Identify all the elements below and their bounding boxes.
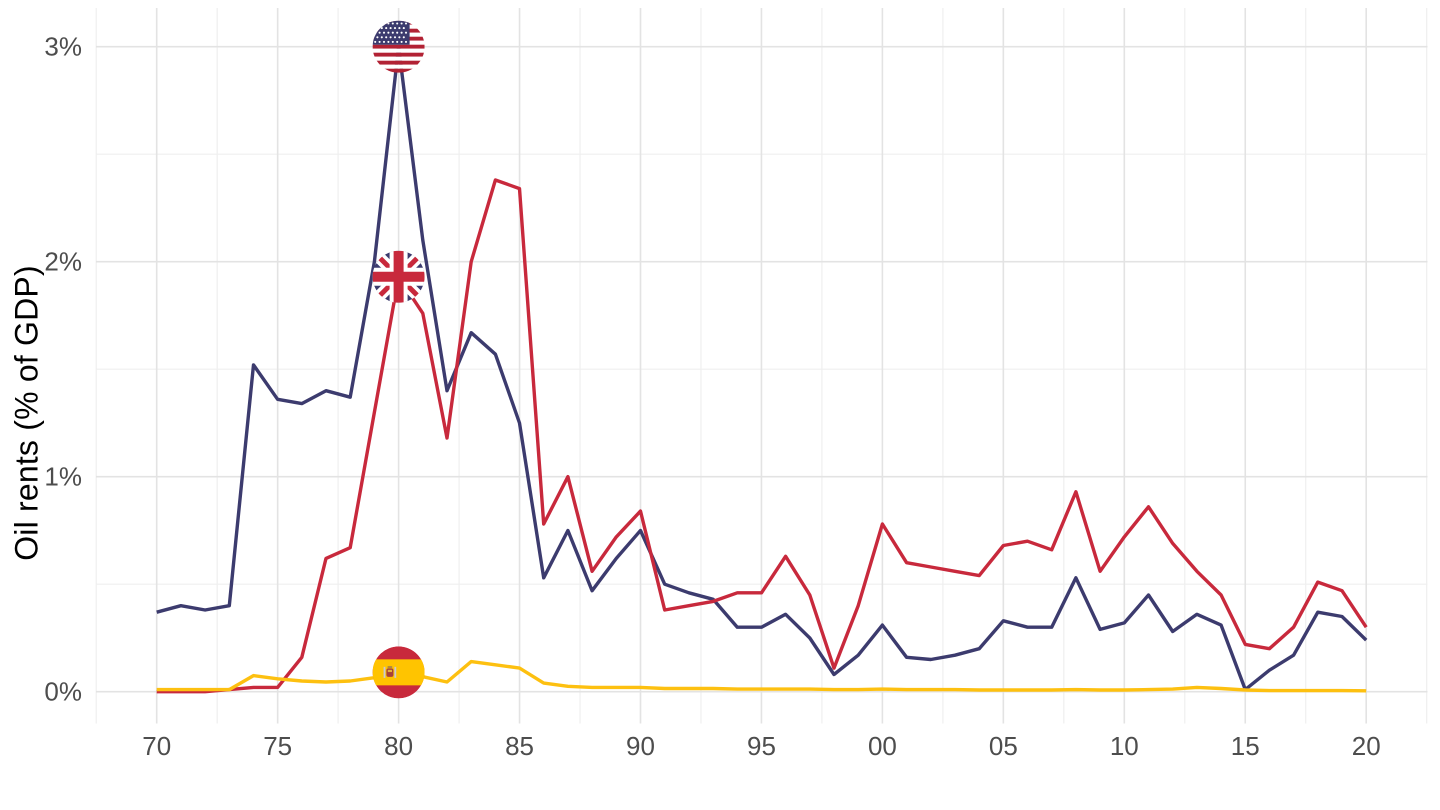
united-kingdom-line bbox=[156, 178, 1368, 694]
y-tick-label: 2% bbox=[44, 247, 82, 277]
uk-flag-icon bbox=[372, 250, 425, 303]
y-tick-label: 1% bbox=[44, 462, 82, 492]
united-states-line bbox=[156, 45, 1368, 692]
y-tick-label: 3% bbox=[44, 32, 82, 62]
spain-flag-icon bbox=[372, 646, 425, 699]
x-tick-label: 15 bbox=[1231, 731, 1260, 761]
x-tick-label: 75 bbox=[263, 731, 292, 761]
y-tick-label: 0% bbox=[44, 677, 82, 707]
x-tick-label: 85 bbox=[505, 731, 534, 761]
y-axis-title-text: Oil rents (% of GDP) bbox=[8, 265, 45, 561]
x-tick-label: 05 bbox=[989, 731, 1018, 761]
x-tick-label: 90 bbox=[626, 731, 655, 761]
x-tick-label: 10 bbox=[1110, 731, 1139, 761]
x-tick-label: 20 bbox=[1352, 731, 1381, 761]
x-tick-label: 80 bbox=[384, 731, 413, 761]
spain-line bbox=[156, 659, 1367, 693]
us-flag-icon bbox=[372, 20, 425, 73]
x-tick-label: 95 bbox=[747, 731, 776, 761]
x-tick-label: 00 bbox=[868, 731, 897, 761]
x-tick-label: 70 bbox=[142, 731, 171, 761]
